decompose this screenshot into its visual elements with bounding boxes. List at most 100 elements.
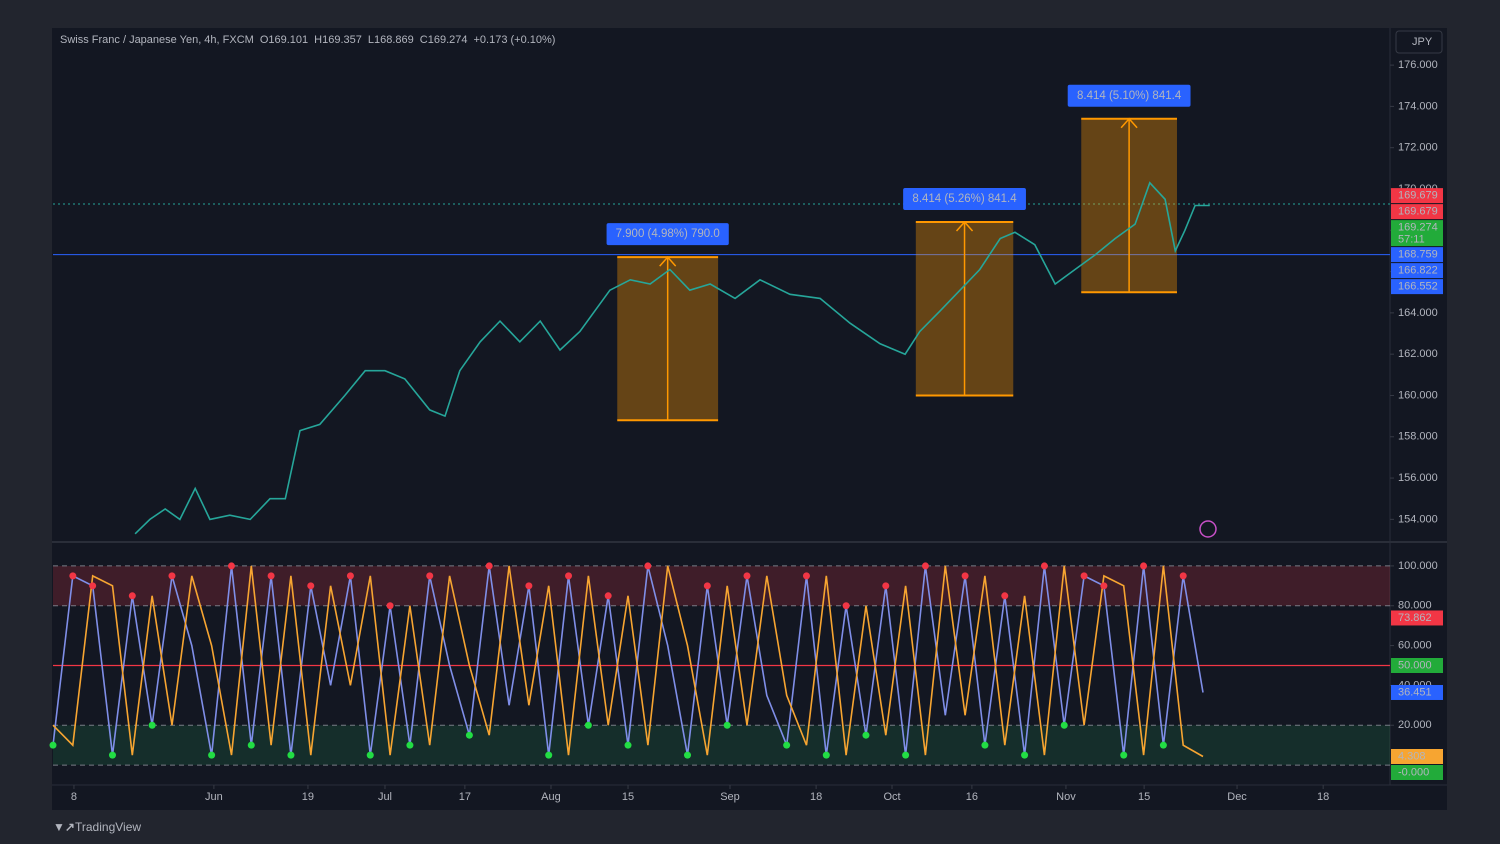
oversold-dot	[902, 751, 910, 759]
x-tick-label: Nov	[1056, 791, 1076, 803]
currency-box[interactable]	[1395, 30, 1443, 54]
oversold-dot	[981, 741, 989, 749]
x-tick-label: 18	[1317, 791, 1329, 803]
oversold-dot	[1159, 741, 1167, 749]
ohlc-low: L168.869	[368, 34, 414, 46]
y-tick-label: 172.000	[1398, 142, 1438, 154]
axis-label: 4.308	[1398, 750, 1426, 762]
oversold-dot	[1120, 751, 1128, 759]
y-tick-label: 156.000	[1398, 472, 1438, 484]
y-tick-label: 100.000	[1398, 560, 1438, 572]
series-line	[134, 181, 1210, 535]
brand-logo: ▼↗	[53, 820, 75, 834]
axis-label-bg	[1391, 247, 1443, 263]
overbought-dot	[485, 562, 493, 570]
oversold-dot	[1021, 751, 1029, 759]
axis-label-bg	[1391, 765, 1443, 781]
x-tick-label: Aug	[541, 791, 561, 803]
oversold-dot	[822, 751, 830, 759]
y-tick-label: 158.000	[1398, 431, 1438, 443]
measure-label-bg	[1067, 84, 1191, 107]
measure-label-bg	[606, 223, 729, 246]
axis-label-bg	[1391, 279, 1443, 295]
ohlc-high: H169.357	[314, 34, 362, 46]
overbought-dot	[267, 572, 275, 580]
x-tick-label: Jul	[378, 791, 392, 803]
oversold-dot	[108, 751, 116, 759]
x-tick-label: Dec	[1227, 791, 1247, 803]
y-tick-label: 154.000	[1398, 513, 1438, 525]
axis-label: 73.862	[1398, 612, 1432, 624]
measure-label: 7.900 (4.98%) 790.0	[616, 228, 720, 240]
overbought-dot	[69, 572, 77, 580]
x-tick-label: 17	[459, 791, 471, 803]
oversold-dot	[406, 741, 414, 749]
y-tick-label: 60.000	[1398, 639, 1432, 651]
axis-label-bg	[1391, 204, 1443, 220]
axis-label: 166.822	[1398, 265, 1438, 277]
oversold-dot	[366, 751, 374, 759]
x-tick-label: 16	[966, 791, 978, 803]
oversold-dot	[49, 741, 57, 749]
overbought-dot	[1179, 572, 1187, 580]
overbought-dot	[842, 602, 850, 610]
oversold-dot	[684, 751, 692, 759]
axis-label-bg	[1391, 749, 1443, 765]
alert-icon[interactable]	[1199, 520, 1217, 538]
overbought-dot	[644, 562, 652, 570]
overbought-dot	[128, 592, 136, 600]
x-tick-label: 18	[810, 791, 822, 803]
overbought-dot	[1100, 582, 1108, 590]
axis-label: 168.759	[1398, 249, 1438, 261]
overbought-dot	[386, 602, 394, 610]
series-line	[52, 565, 1204, 758]
oversold-dot	[1060, 721, 1068, 729]
x-tick-label: Sep	[720, 791, 740, 803]
axis-label: 166.552	[1398, 281, 1438, 293]
oversold-dot	[783, 741, 791, 749]
overbought-dot	[168, 572, 176, 580]
x-tick-label: 15	[1138, 791, 1150, 803]
overbought-dot	[1040, 562, 1048, 570]
y-tick-label: 160.000	[1398, 389, 1438, 401]
oversold-dot	[584, 721, 592, 729]
overbought-dot	[703, 582, 711, 590]
measure-label: 8.414 (5.26%) 841.4	[912, 193, 1017, 205]
zone	[53, 725, 1390, 766]
overbought-dot	[921, 562, 929, 570]
overbought-dot	[1140, 562, 1148, 570]
axis-label-bg	[1391, 188, 1443, 204]
y-tick-label: 162.000	[1398, 348, 1438, 360]
axis-label: 169.274	[1398, 222, 1438, 234]
x-tick-label: Oct	[883, 791, 900, 803]
axis-label: 50.000	[1398, 659, 1432, 671]
header: Swiss Franc / Japanese Yen, 4h, FXCM	[60, 34, 254, 46]
axis-label-bg	[1391, 684, 1443, 700]
measure-arrowhead	[955, 220, 974, 232]
brand: TradingView	[75, 820, 141, 834]
axis-label-bg	[1391, 263, 1443, 279]
x-tick-label: 8	[71, 791, 77, 803]
overbought-dot	[961, 572, 969, 580]
y-tick-label: 174.000	[1398, 100, 1438, 112]
y-tick-label: 176.000	[1398, 59, 1438, 71]
y-tick-label: 20.000	[1398, 719, 1432, 731]
ohlc-close: C169.274	[420, 34, 468, 46]
overbought-dot	[1080, 572, 1088, 580]
oversold-dot	[723, 721, 731, 729]
y-tick-label: 164.000	[1398, 307, 1438, 319]
axis-label: 36.451	[1398, 686, 1432, 698]
overbought-dot	[604, 592, 612, 600]
overbought-dot	[882, 582, 890, 590]
x-tick-label: Jun	[205, 791, 223, 803]
overbought-dot	[743, 572, 751, 580]
overbought-dot	[426, 572, 434, 580]
symbol: Swiss Franc / Japanese Yen, 4h, FXCM	[60, 34, 254, 46]
overbought-dot	[346, 572, 354, 580]
axis-label-bg	[1391, 610, 1443, 626]
axis-label: -0.000	[1398, 766, 1429, 778]
oversold-dot	[148, 721, 156, 729]
y-tick-label: 80.000	[1398, 600, 1432, 612]
overbought-dot	[89, 582, 97, 590]
